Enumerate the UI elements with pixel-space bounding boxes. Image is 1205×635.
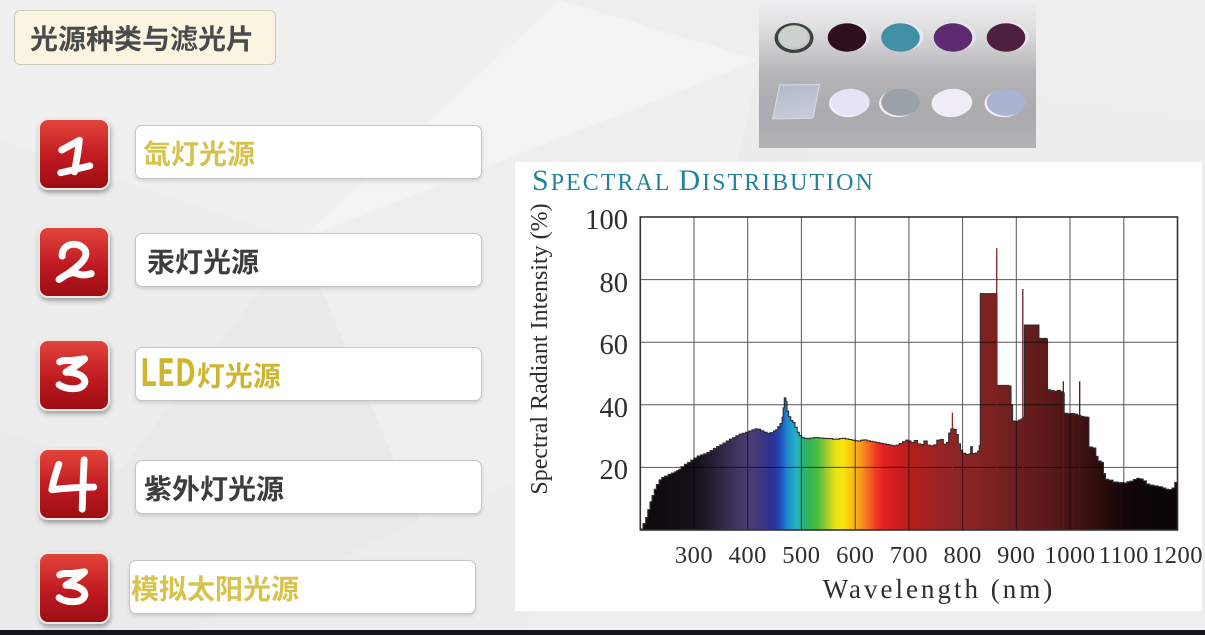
svg-text:40: 40 (600, 393, 629, 424)
svg-text:1000: 1000 (1045, 542, 1096, 569)
svg-text:SPECTRAL DISTRIBUTION: SPECTRAL DISTRIBUTION (532, 164, 875, 197)
svg-text:80: 80 (600, 268, 629, 299)
svg-text:100: 100 (585, 205, 628, 236)
svg-text:900: 900 (997, 542, 1035, 569)
svg-text:Spectral Radiant Intensity (%): Spectral Radiant Intensity (%) (527, 203, 553, 494)
svg-text:700: 700 (890, 542, 928, 569)
svg-text:20: 20 (600, 455, 629, 486)
svg-text:800: 800 (943, 542, 981, 569)
svg-text:Wavelength (nm): Wavelength (nm) (823, 574, 1056, 604)
svg-text:1100: 1100 (1099, 542, 1149, 569)
svg-text:1200: 1200 (1152, 542, 1202, 569)
svg-text:300: 300 (675, 542, 713, 569)
svg-text:400: 400 (729, 542, 767, 569)
svg-text:600: 600 (836, 542, 874, 569)
svg-text:60: 60 (600, 330, 629, 361)
svg-text:500: 500 (782, 542, 820, 569)
